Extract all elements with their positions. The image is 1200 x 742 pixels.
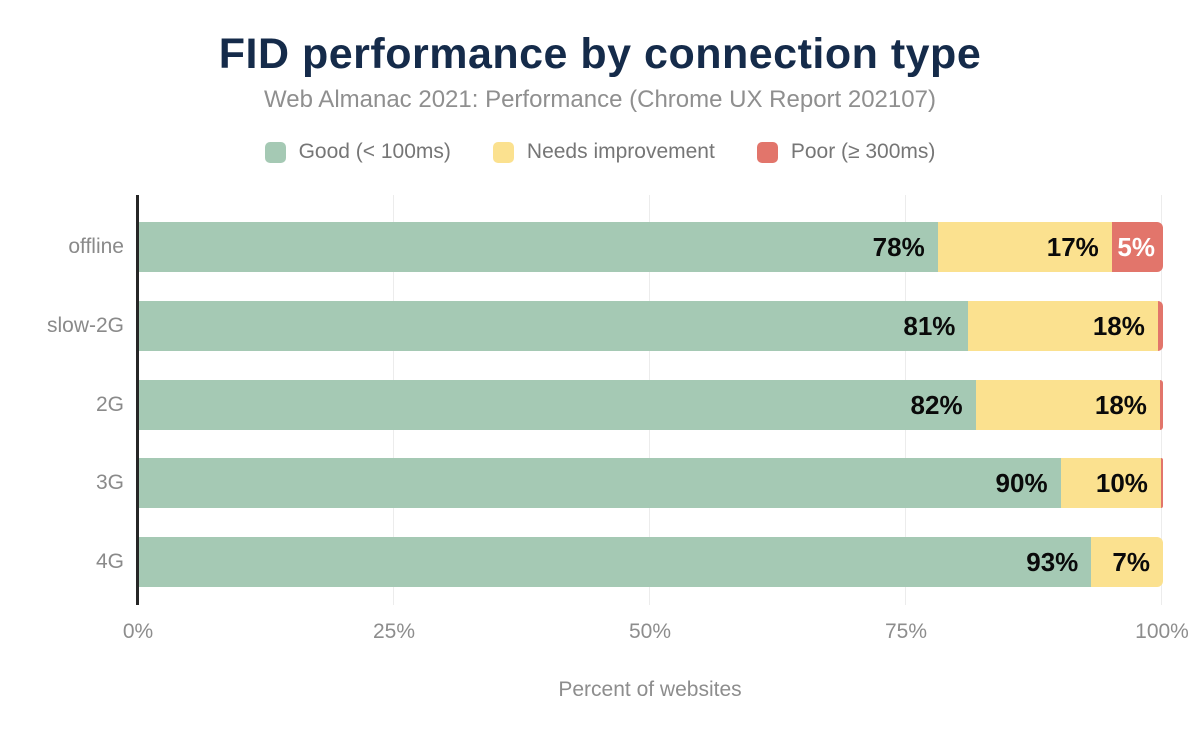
y-axis-label: 3G xyxy=(95,471,124,495)
x-tick-label: 0% xyxy=(122,620,154,643)
bar-segment-good: 82% xyxy=(139,379,976,430)
bar-segment-needs_improvement: 7% xyxy=(1091,537,1163,587)
bar-segment-good: 81% xyxy=(139,300,969,351)
x-tick-label: 75% xyxy=(884,620,928,643)
bar-row-offline: offline 78% 17% 5% xyxy=(0,222,1200,272)
value-label: 82% xyxy=(910,389,963,420)
x-tick-label: 50% xyxy=(628,620,672,643)
bar-segment-needs_improvement: 18% xyxy=(975,379,1160,430)
value-label: 90% xyxy=(995,468,1048,499)
bar-segment-needs_improvement: 10% xyxy=(1060,458,1161,509)
stacked-bar: 78% 17% 5% xyxy=(139,222,1163,272)
bar-segment-poor xyxy=(1160,458,1163,509)
legend-item-1: Good (< 100ms) xyxy=(264,140,451,164)
value-label: 93% xyxy=(1026,547,1079,577)
legend-label: Poor (≥ 300ms) xyxy=(790,140,936,163)
stacked-bar: 93% 7% xyxy=(139,537,1163,587)
value-label: 5% xyxy=(1117,232,1155,262)
x-axis-title: Percent of websites xyxy=(558,678,742,701)
value-label: 7% xyxy=(1112,547,1150,577)
chart-title: FID performance by connection type xyxy=(218,30,982,78)
y-axis-label: 2G xyxy=(95,392,124,416)
legend-label: Good (< 100ms) xyxy=(298,140,451,163)
y-axis-line xyxy=(136,195,139,605)
value-label: 17% xyxy=(1046,232,1099,262)
value-label: 18% xyxy=(1094,389,1147,420)
legend-swatch-icon xyxy=(756,141,778,163)
plot-area: offline 78% 17% 5% slow-2G 81% 18% 2G 82% 18% 3G 90… xyxy=(0,195,1200,605)
bar-segment-needs_improvement: 18% xyxy=(968,300,1158,351)
y-axis-label: 4G xyxy=(95,550,124,573)
stacked-bar: 82% 18% xyxy=(139,379,1163,430)
legend: Good (< 100ms) Needs improvement Poor (≥ 3… xyxy=(0,140,1200,164)
value-label: 10% xyxy=(1095,468,1148,499)
bar-segment-good: 78% xyxy=(139,222,938,272)
bar-segment-poor xyxy=(1157,300,1163,351)
legend-swatch-icon xyxy=(492,141,514,163)
legend-swatch-icon xyxy=(264,141,286,163)
legend-item-3: Poor (≥ 300ms) xyxy=(756,140,936,164)
bar-segment-good: 93% xyxy=(139,537,1092,587)
legend-label: Needs improvement xyxy=(526,140,715,163)
y-axis-label: slow-2G xyxy=(46,313,124,337)
bar-segment-needs_improvement: 17% xyxy=(937,222,1112,272)
bar-row-slow-2G: slow-2G 81% 18% xyxy=(0,300,1200,351)
legend-item-2: Needs improvement xyxy=(492,140,715,164)
value-label: 18% xyxy=(1092,310,1145,341)
x-tick-label: 25% xyxy=(372,620,416,643)
x-tick-label: 100% xyxy=(1135,620,1189,643)
bar-segment-poor: 5% xyxy=(1111,222,1163,272)
bar-row-3G: 3G 90% 10% xyxy=(0,458,1200,509)
y-axis-label: offline xyxy=(68,235,124,258)
stacked-bar: 81% 18% xyxy=(139,300,1163,351)
bar-row-2G: 2G 82% 18% xyxy=(0,379,1200,430)
value-label: 81% xyxy=(903,310,956,341)
stacked-bar: 90% 10% xyxy=(139,458,1163,509)
value-label: 78% xyxy=(872,232,925,262)
chart-subtitle: Web Almanac 2021: Performance (Chrome UX… xyxy=(264,86,936,113)
bar-row-4G: 4G 93% 7% xyxy=(0,537,1200,587)
bar-segment-poor xyxy=(1159,379,1163,430)
bar-segment-good: 90% xyxy=(139,458,1061,509)
